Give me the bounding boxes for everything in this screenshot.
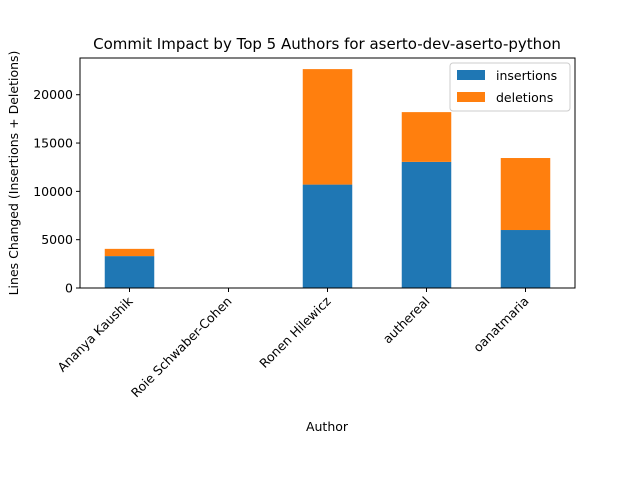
bar-insertions <box>302 184 353 288</box>
bar-deletions <box>401 112 452 162</box>
bar-deletions <box>302 69 353 185</box>
bar-insertions <box>500 230 551 288</box>
y-tick-label: 10000 <box>33 184 73 199</box>
plot-frame <box>79 57 576 289</box>
legend-label-insertions: insertions <box>496 68 557 83</box>
legend: insertions deletions <box>449 62 571 112</box>
bar-insertions <box>104 256 155 288</box>
y-tick-label: 15000 <box>33 136 73 151</box>
bar-deletions <box>500 158 551 231</box>
y-axis-label: Lines Changed (Insertions + Deletions) <box>6 51 21 296</box>
y-tick-label: 20000 <box>33 87 73 102</box>
y-tick-label: 5000 <box>41 232 73 247</box>
legend-swatch-deletions <box>457 92 485 102</box>
bar-insertions <box>401 161 452 288</box>
bars-group <box>104 69 551 288</box>
chart-title: Commit Impact by Top 5 Authors for asert… <box>93 35 561 53</box>
legend-label-deletions: deletions <box>496 90 553 105</box>
y-axis-ticks: 0 5000 10000 15000 20000 <box>33 87 80 296</box>
legend-swatch-insertions <box>457 70 485 80</box>
x-axis-label: Author <box>306 419 349 434</box>
bar-deletions <box>104 248 155 257</box>
y-tick-label: 0 <box>65 281 73 296</box>
